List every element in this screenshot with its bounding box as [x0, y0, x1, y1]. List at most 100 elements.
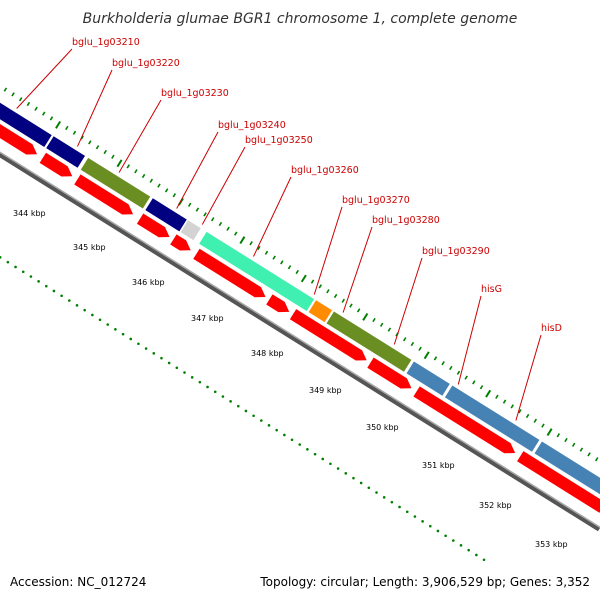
inner-dot: [0, 256, 2, 259]
inner-dot: [298, 443, 302, 446]
inner-dot: [359, 481, 363, 485]
tick-mark: [218, 221, 223, 227]
tick-mark: [164, 188, 169, 193]
tick-mark: [34, 106, 38, 111]
gene-label: bglu_1g03280: [372, 215, 440, 226]
inner-dot: [183, 371, 186, 374]
inner-dot: [421, 520, 424, 523]
tick-mark: [533, 418, 538, 423]
tick-mark: [26, 101, 31, 107]
tick-mark: [3, 87, 8, 92]
inner-dot: [129, 337, 133, 341]
cds-arrow: [74, 174, 134, 215]
inner-dot: [252, 414, 255, 418]
tick-mark: [187, 202, 192, 207]
inner-dot: [29, 275, 33, 278]
tick-mark: [149, 178, 154, 183]
inner-dot: [313, 452, 317, 456]
gene-label: hisG: [481, 284, 502, 295]
gene-track: [0, 102, 600, 495]
inner-dot: [175, 366, 179, 370]
gene-label: bglu_1g03260: [291, 165, 359, 176]
gene-label: bglu_1g03240: [218, 120, 286, 131]
gene-block: [308, 300, 333, 323]
tick-mark: [318, 284, 322, 289]
inner-dot: [52, 289, 56, 293]
tick-mark: [88, 140, 92, 145]
tick-mark: [272, 255, 276, 260]
inner-dot: [68, 299, 71, 302]
tick-mark: [141, 173, 146, 179]
inner-dot: [167, 361, 171, 365]
tick-mark: [172, 193, 177, 198]
tick-mark: [495, 394, 499, 399]
tick-mark: [402, 337, 407, 342]
tick-mark: [456, 370, 461, 375]
tick-mark: [525, 413, 530, 419]
label-leader: [342, 226, 373, 313]
inner-dot: [428, 524, 432, 528]
kbp-label: 348 kbp: [251, 349, 284, 358]
inner-dots: [0, 256, 486, 562]
tick-mark: [300, 274, 307, 283]
accession-text: Accession: NC_012724: [10, 575, 146, 589]
inner-dot: [367, 486, 371, 490]
kbp-label: 345 kbp: [73, 243, 106, 252]
tick-mark: [49, 116, 54, 121]
gene-block: [0, 102, 52, 147]
gene-block: [534, 441, 600, 495]
tick-mark: [341, 298, 346, 303]
tick-mark: [116, 159, 123, 168]
inner-dot: [475, 553, 478, 557]
inner-dot: [260, 419, 263, 422]
tick-mark: [126, 164, 130, 169]
tick-mark: [571, 442, 576, 447]
tick-mark: [541, 423, 545, 428]
tick-mark: [326, 289, 330, 294]
inner-dot: [106, 323, 110, 326]
tick-mark: [103, 149, 107, 155]
inner-dot: [336, 467, 340, 470]
inner-dot: [275, 428, 278, 432]
inner-dot: [321, 457, 325, 461]
label-leader: [393, 257, 423, 345]
tick-mark: [423, 351, 430, 360]
tick-mark: [203, 212, 207, 217]
inner-dot: [221, 395, 225, 398]
gene-label: bglu_1g03250: [245, 135, 313, 146]
tick-mark: [518, 409, 522, 414]
tick-mark: [226, 226, 230, 231]
tick-mark: [42, 111, 46, 116]
cds-arrow: [193, 248, 266, 298]
inner-dot: [37, 280, 40, 283]
gene-label: bglu_1g03230: [161, 88, 229, 99]
gene-block: [406, 361, 450, 396]
tick-mark: [546, 428, 553, 437]
label-leader: [457, 295, 482, 385]
inner-dot: [213, 390, 217, 394]
gene-label-leaders: [16, 48, 542, 421]
tick-mark: [594, 457, 599, 462]
inner-dot: [452, 539, 455, 542]
cds-arrow: [367, 357, 412, 389]
tick-mark: [234, 231, 238, 236]
cds-arrow: [170, 234, 191, 251]
inner-dot: [160, 356, 163, 360]
tick-mark: [295, 269, 299, 275]
tick-mark: [510, 404, 514, 409]
inner-dot: [306, 448, 309, 451]
tick-mark: [564, 437, 568, 443]
tick-mark: [472, 380, 476, 385]
inner-dot: [21, 270, 25, 274]
cds-arrow: [289, 309, 367, 361]
kbp-label: 349 kbp: [309, 386, 342, 395]
inner-dot: [190, 376, 194, 379]
kbp-label: 346 kbp: [132, 278, 165, 287]
tick-mark: [441, 361, 445, 366]
inner-dot: [405, 510, 409, 514]
topology-text: Topology: circular; Length: 3,906,529 bp…: [259, 575, 590, 589]
inner-dot: [83, 308, 86, 312]
gene-label: bglu_1g03290: [422, 246, 490, 257]
gene-block: [444, 385, 540, 452]
gene-labels: bglu_1g03210 bglu_1g03220 bglu_1g03230bglu…: [72, 37, 562, 334]
